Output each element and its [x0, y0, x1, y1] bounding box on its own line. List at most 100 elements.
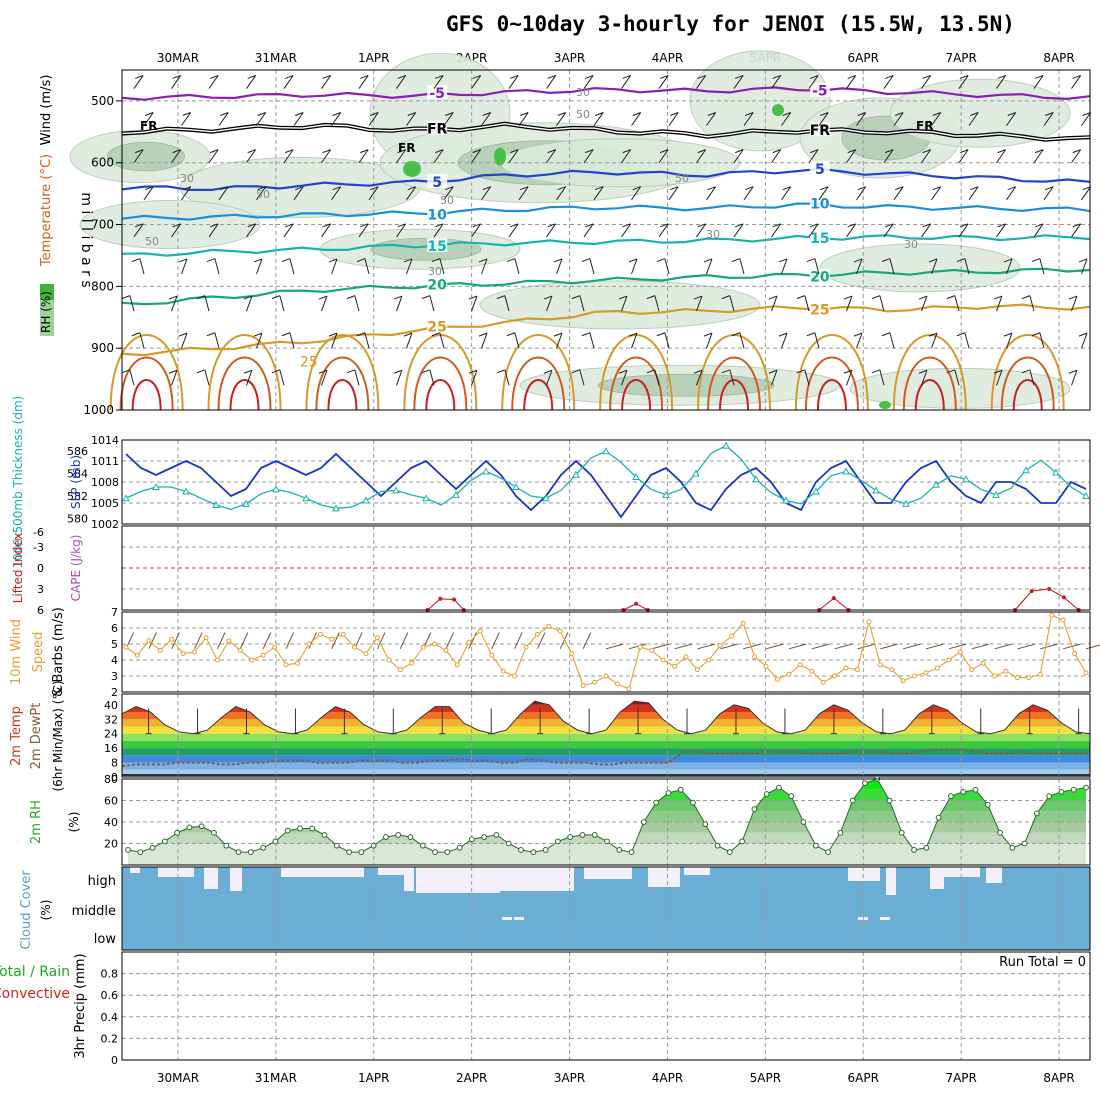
wind-barb-flag: [1021, 369, 1031, 374]
wind-barb: [181, 112, 192, 126]
wind10m-barb: [880, 643, 898, 650]
wind-barb-flag: [932, 112, 941, 116]
thickness-marker: [602, 447, 610, 455]
axis-label-precip: 3hr Precip (mm): [73, 953, 88, 1058]
wind-barb-flag: [857, 112, 866, 116]
rh2m-marker: [739, 838, 746, 845]
wind10m-marker: [957, 649, 963, 655]
bottom-date-label: 30MAR: [157, 1071, 199, 1085]
wind-barb: [1043, 112, 1054, 126]
rh-shading: [889, 78, 1071, 148]
wind-barb-flag: [271, 369, 281, 374]
wind-barb: [771, 223, 782, 238]
y-tick-label: 1000: [83, 403, 114, 417]
wind-barb-flag: [1082, 186, 1091, 191]
slp-tick-label: 1005: [91, 497, 119, 510]
wind-barb: [556, 112, 567, 126]
wind-barb-flag: [445, 186, 454, 191]
warm-isotherm-contour: [327, 379, 358, 411]
wind-barb: [706, 258, 713, 275]
wind-barb: [856, 112, 867, 126]
wind-barb-flag: [946, 369, 956, 374]
wind-barb: [846, 370, 853, 386]
wind-barb: [133, 149, 144, 164]
wind-barb: [354, 369, 360, 386]
rh2m-marker: [432, 849, 438, 855]
wind10m-marker: [660, 657, 666, 663]
wind-barb: [133, 75, 144, 89]
wind10m-marker: [637, 644, 643, 650]
wind10m-marker: [1060, 617, 1066, 623]
wind10m-tick-label: 3: [111, 670, 118, 683]
temp-band: [122, 704, 1090, 713]
wind10m-marker: [306, 641, 312, 647]
rh-shading-high: [772, 104, 784, 117]
wind-barb: [439, 332, 445, 349]
wind-barb: [1081, 258, 1088, 275]
wind-barb: [846, 75, 857, 89]
thickness-tick-label: 582: [67, 490, 88, 503]
wind-barb: [696, 223, 707, 238]
wind-barb: [331, 258, 338, 275]
wind-barb-flag: [178, 258, 188, 263]
wind-barb-flag: [960, 223, 969, 228]
temp-band: [122, 712, 1090, 720]
wind-barb-flag: [403, 258, 413, 263]
wind-barb-flag: [210, 149, 219, 154]
axis-label-cape: CAPE (J/kg): [69, 535, 83, 602]
rh2m-marker: [383, 834, 389, 840]
wind-barb-flag: [778, 258, 788, 263]
temp2m-tick-label: 0: [111, 771, 118, 784]
wind10m-marker: [397, 667, 403, 673]
wind-barb-flag: [520, 186, 529, 191]
wind10m-marker: [352, 644, 358, 650]
wind-barb-flag: [397, 223, 406, 228]
wind-barb: [1006, 112, 1017, 126]
wind-barb: [129, 295, 135, 312]
wind-barb: [814, 258, 820, 275]
wind-barb: [504, 369, 510, 386]
wind-barb-flag: [543, 295, 553, 300]
wind-barb-flag: [403, 332, 413, 337]
rh2m-marker: [346, 849, 352, 855]
cloud-cover-gap: [502, 917, 512, 920]
warm-isotherm-contour: [217, 356, 272, 411]
wind-barb-flag: [670, 186, 679, 191]
rh2m-marker: [947, 793, 954, 800]
wind10m-marker: [889, 667, 895, 673]
wind10m-barb: [559, 632, 569, 650]
wind-barb-flag: [806, 332, 816, 337]
rh2m-marker: [211, 829, 217, 836]
wind-barb-flag: [697, 223, 706, 228]
thickness-marker: [302, 494, 310, 502]
wind-barb-flag: [431, 258, 441, 263]
warm-isotherm-contour: [229, 379, 260, 411]
axis-label-thickness: 1000-500mb Thickness (dm): [11, 396, 25, 569]
wind10m-barb: [651, 643, 670, 650]
warm-isotherm-contour: [816, 379, 847, 411]
wind10m-barb: [994, 643, 1013, 650]
wind-barb-flag: [145, 112, 154, 116]
wind-barb-flag: [478, 332, 488, 337]
wind-barb: [354, 295, 360, 312]
wind-barb: [218, 186, 229, 201]
wind-barb: [921, 295, 928, 312]
wind-barb-flag: [881, 258, 891, 263]
rh-legend-swatch: [40, 284, 54, 300]
rh2m-marker: [468, 836, 475, 843]
rh-band: [128, 779, 1086, 790]
wind-barb: [429, 295, 435, 312]
wind-barb-flag: [997, 149, 1006, 154]
axis-label-convective: Convective: [0, 986, 70, 1002]
wind-barb: [181, 186, 192, 201]
rh2m-marker: [272, 838, 279, 845]
thickness-tick-label: 580: [67, 512, 88, 525]
axis-label-temperature: Temperature (°C): [39, 154, 54, 267]
wind-barb-flag: [547, 149, 556, 154]
wind-barb-flag: [703, 332, 713, 337]
wind-barb-flag: [295, 112, 304, 116]
wind-barb: [1071, 75, 1082, 89]
rh2m-marker: [665, 790, 672, 796]
wind-barb-flag: [196, 295, 206, 300]
wind-barb: [246, 75, 257, 89]
